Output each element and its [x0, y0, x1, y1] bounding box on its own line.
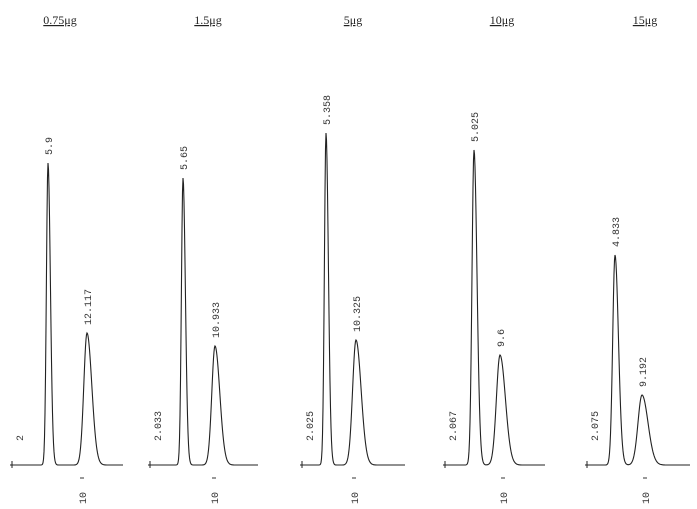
panel-title: 0.75μg	[43, 13, 76, 27]
chromatogram-trace	[300, 132, 405, 466]
start-label: 2.075	[591, 411, 602, 441]
panel-title: 15μg	[633, 13, 657, 27]
panel-title: 1.5μg	[194, 13, 221, 27]
peak-label: 5.025	[471, 112, 482, 142]
peak-label: 4.833	[612, 217, 623, 247]
peak-label: 9.6	[497, 329, 508, 347]
peak-label: 10.325	[353, 296, 364, 332]
peak-label: 5.65	[180, 146, 191, 170]
peak-label: 10.933	[212, 302, 223, 338]
start-label: 2.033	[154, 411, 165, 441]
axis-tick-label: 10	[500, 492, 511, 504]
start-label: 2.025	[306, 411, 317, 441]
chromatogram-trace	[443, 149, 545, 466]
panel-title: 5μg	[344, 13, 362, 27]
peak-label: 12.117	[84, 289, 95, 325]
axis-tick-label: 10	[642, 492, 653, 504]
panel-title: 10μg	[490, 13, 514, 27]
chromatogram-trace	[10, 162, 123, 466]
peak-label: 5.358	[323, 95, 334, 125]
peak-label: 9.192	[639, 357, 650, 387]
axis-tick-label: 10	[79, 492, 90, 504]
start-label: 2.067	[449, 411, 460, 441]
peak-label: 5.9	[45, 137, 56, 155]
axis-tick-label: 10	[351, 492, 362, 504]
chromatogram-trace	[148, 177, 258, 466]
chromatogram-trace	[585, 254, 690, 466]
start-label: 2	[16, 435, 27, 441]
axis-tick-label: 10	[211, 492, 222, 504]
